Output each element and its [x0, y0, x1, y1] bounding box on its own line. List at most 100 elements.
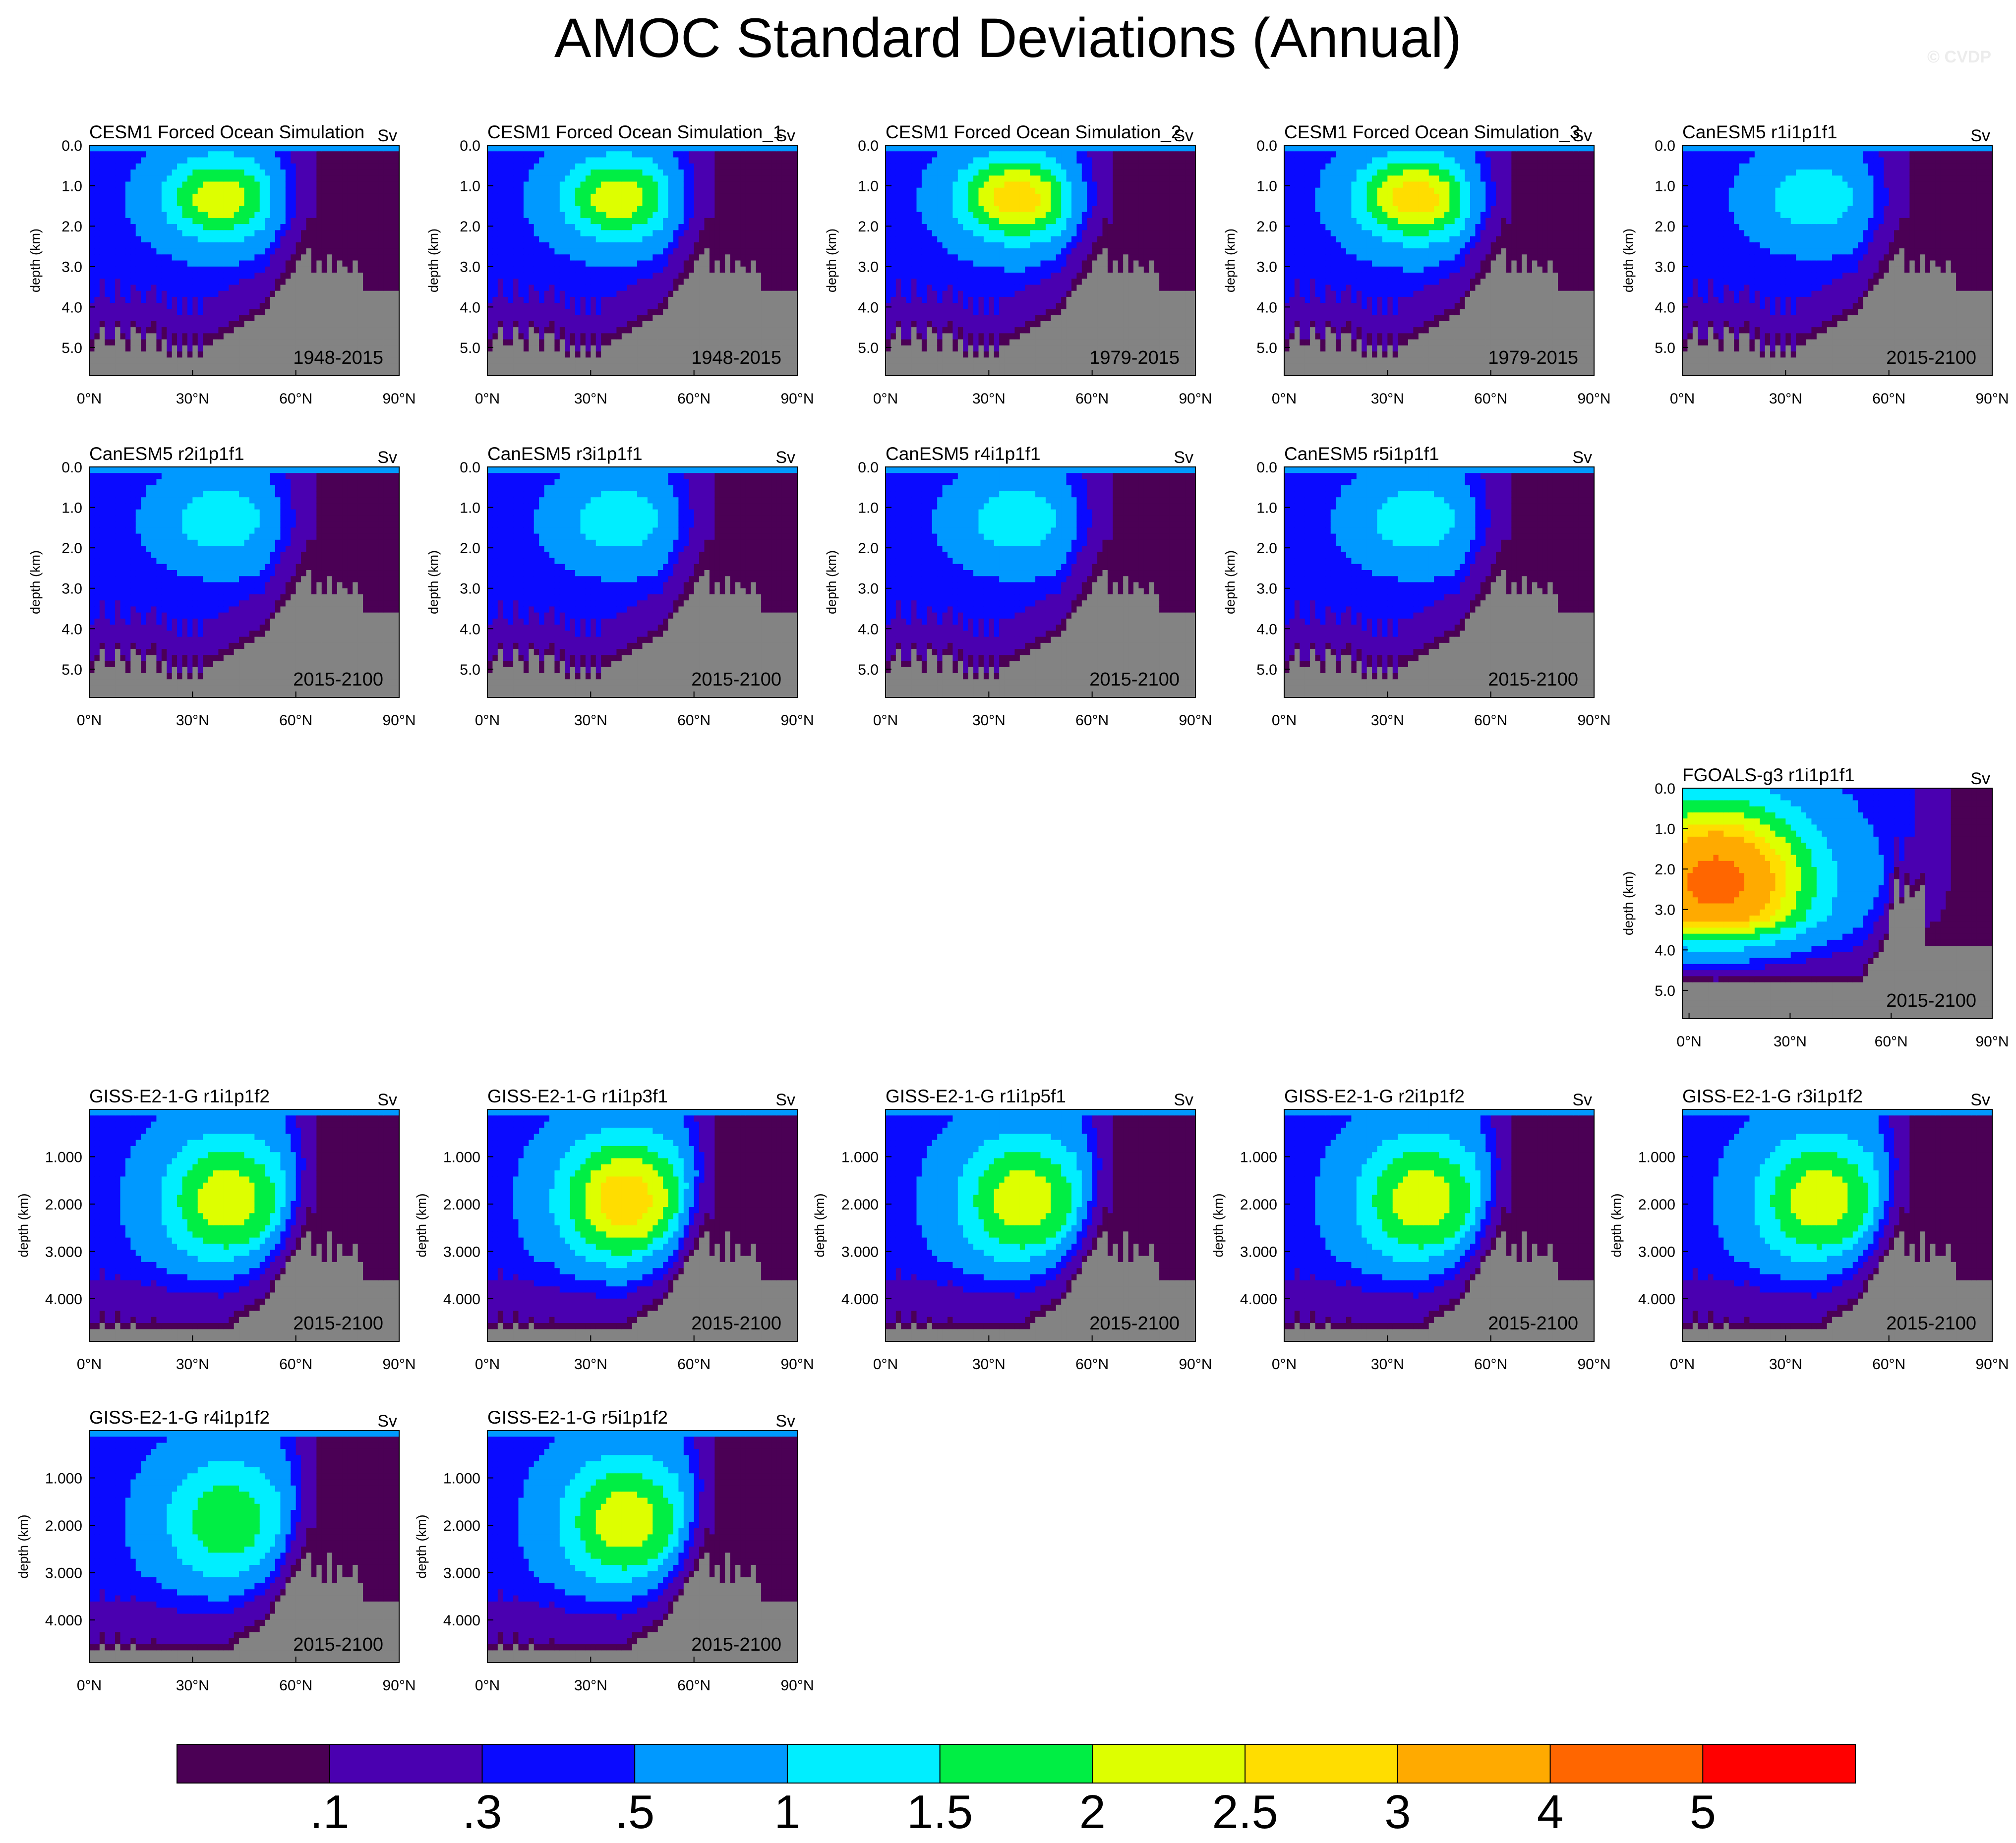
contour-cell	[637, 218, 643, 225]
contour-cell	[735, 212, 741, 219]
contour-cell	[776, 218, 782, 225]
contour-cell	[296, 260, 301, 267]
contour-cell	[389, 357, 395, 364]
contour-cell	[616, 254, 622, 261]
contour-cell	[657, 303, 663, 309]
contour-cell	[792, 218, 798, 225]
contour-cell	[301, 157, 307, 164]
contour-cell	[156, 327, 162, 334]
contour-cell	[921, 248, 927, 255]
contour-cell	[776, 290, 782, 297]
contour-cell	[906, 218, 912, 225]
contour-cell	[637, 254, 643, 261]
contour-cell	[244, 175, 250, 182]
contour-cell	[699, 285, 705, 291]
contour-cell	[523, 175, 529, 182]
contour-cell	[172, 260, 178, 267]
contour-cell	[125, 333, 131, 340]
contour-cell	[321, 321, 327, 328]
contour-cell	[694, 187, 700, 194]
contour-cell	[787, 200, 793, 206]
contour-cell	[177, 242, 183, 249]
contour-cell	[534, 212, 539, 219]
contour-cell	[668, 339, 674, 346]
contour-cell	[730, 206, 736, 213]
contour-cell	[534, 230, 539, 237]
contour-cell	[378, 224, 384, 230]
contour-cell	[187, 339, 193, 346]
contour-cell	[275, 218, 281, 225]
contour-cell	[259, 212, 265, 219]
contour-cell	[529, 145, 534, 152]
contour-cell	[291, 333, 296, 340]
contour-cell	[611, 230, 617, 237]
contour-cell	[627, 236, 633, 243]
contour-cell	[353, 163, 358, 170]
contour-cell	[570, 145, 576, 152]
contour-cell	[311, 279, 317, 286]
contour-cell	[916, 248, 922, 255]
contour-cell	[787, 333, 793, 340]
contour-cell	[389, 212, 395, 219]
contour-cell	[363, 181, 369, 188]
contour-cell	[751, 321, 757, 328]
contour-cell	[518, 145, 524, 152]
contour-cell	[327, 339, 333, 346]
x-tick-label: 0°N	[77, 391, 102, 407]
contour-cell	[161, 181, 167, 188]
contour-cell	[316, 303, 322, 309]
contour-cell	[357, 206, 363, 213]
contour-cell	[301, 315, 307, 322]
contour-cell	[554, 369, 560, 376]
contour-cell	[337, 151, 343, 158]
contour-cell	[534, 157, 539, 164]
contour-cell	[285, 260, 291, 267]
contour-cell	[554, 363, 560, 370]
contour-cell	[394, 266, 400, 273]
contour-cell	[208, 206, 214, 213]
contour-cell	[177, 163, 183, 170]
contour-cell	[327, 279, 333, 286]
contour-cell	[529, 351, 534, 358]
contour-cell	[265, 357, 271, 364]
contour-cell	[89, 254, 95, 261]
contour-cell	[177, 272, 183, 279]
contour-cell	[503, 175, 509, 182]
contour-cell	[699, 248, 705, 255]
contour-cell	[497, 315, 503, 322]
contour-cell	[383, 315, 389, 322]
contour-cell	[719, 327, 725, 334]
contour-cell	[161, 345, 167, 352]
contour-cell	[652, 266, 658, 273]
contour-cell	[342, 212, 348, 219]
contour-cell	[730, 333, 736, 340]
contour-cell	[570, 200, 576, 206]
contour-cell	[311, 181, 317, 188]
contour-cell	[172, 345, 178, 352]
contour-cell	[916, 321, 922, 328]
contour-cell	[927, 363, 933, 370]
contour-cell	[766, 345, 772, 352]
contour-cell	[383, 363, 389, 370]
contour-cell	[89, 236, 95, 243]
contour-cell	[161, 254, 167, 261]
contour-cell	[254, 236, 260, 243]
contour-cell	[901, 230, 907, 237]
contour-cell	[751, 363, 757, 370]
contour-cell	[735, 248, 741, 255]
contour-cell	[353, 315, 358, 322]
contour-cell	[627, 321, 633, 328]
contour-cell	[187, 321, 193, 328]
contour-cell	[285, 181, 291, 188]
contour-cell	[601, 169, 607, 176]
contour-cell	[591, 369, 596, 376]
contour-cell	[627, 254, 633, 261]
contour-cell	[745, 309, 751, 316]
contour-cell	[886, 272, 891, 279]
contour-cell	[280, 242, 286, 249]
contour-cell	[565, 254, 571, 261]
contour-cell	[766, 206, 772, 213]
contour-cell	[621, 145, 627, 152]
contour-cell	[632, 151, 638, 158]
contour-cell	[146, 290, 152, 297]
